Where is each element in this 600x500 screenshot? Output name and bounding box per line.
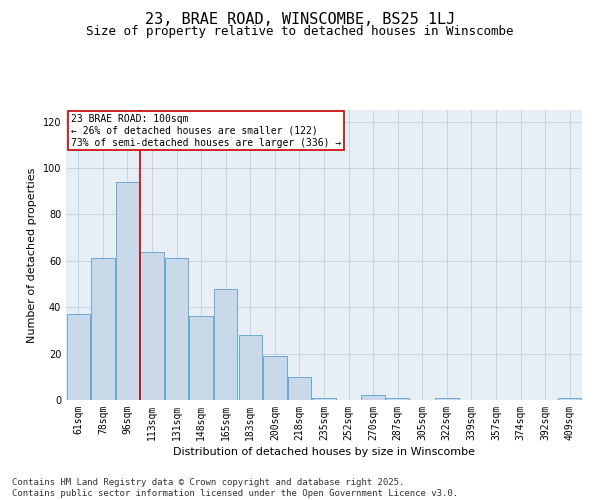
Bar [140,252,164,400]
Bar [361,396,385,400]
Y-axis label: Number of detached properties: Number of detached properties [27,168,37,342]
X-axis label: Distribution of detached houses by size in Winscombe: Distribution of detached houses by size … [173,447,475,457]
Bar [67,314,90,400]
Text: Size of property relative to detached houses in Winscombe: Size of property relative to detached ho… [86,25,514,38]
Bar [190,316,213,400]
Text: 23, BRAE ROAD, WINSCOMBE, BS25 1LJ: 23, BRAE ROAD, WINSCOMBE, BS25 1LJ [145,12,455,28]
Bar [386,398,409,400]
Bar [435,398,458,400]
Text: Contains HM Land Registry data © Crown copyright and database right 2025.
Contai: Contains HM Land Registry data © Crown c… [12,478,458,498]
Bar [288,377,311,400]
Bar [239,335,262,400]
Bar [116,182,139,400]
Bar [313,398,335,400]
Bar [214,288,238,400]
Text: 23 BRAE ROAD: 100sqm
← 26% of detached houses are smaller (122)
73% of semi-deta: 23 BRAE ROAD: 100sqm ← 26% of detached h… [71,114,341,148]
Bar [263,356,287,400]
Bar [558,398,581,400]
Bar [91,258,115,400]
Bar [165,258,188,400]
